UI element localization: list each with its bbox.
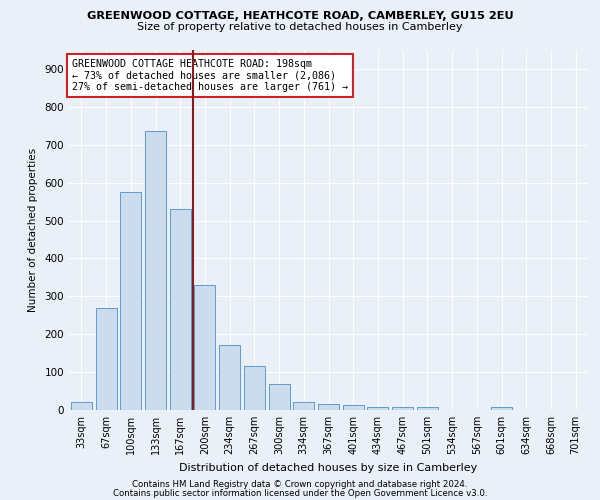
Text: Contains public sector information licensed under the Open Government Licence v3: Contains public sector information licen…: [113, 489, 487, 498]
Bar: [95, 308, 116, 410]
Bar: [367, 406, 388, 410]
Bar: [417, 407, 438, 410]
Bar: [318, 404, 339, 410]
Text: GREENWOOD COTTAGE, HEATHCOTE ROAD, CAMBERLEY, GU15 2EU: GREENWOOD COTTAGE, HEATHCOTE ROAD, CAMBE…: [86, 11, 514, 21]
Bar: [269, 384, 290, 410]
X-axis label: Distribution of detached houses by size in Camberley: Distribution of detached houses by size …: [179, 462, 478, 472]
Bar: [170, 209, 191, 410]
Bar: [71, 402, 92, 410]
Y-axis label: Number of detached properties: Number of detached properties: [28, 148, 38, 312]
Bar: [244, 366, 265, 410]
Bar: [120, 192, 141, 410]
Bar: [145, 132, 166, 410]
Bar: [392, 407, 413, 410]
Text: Contains HM Land Registry data © Crown copyright and database right 2024.: Contains HM Land Registry data © Crown c…: [132, 480, 468, 489]
Bar: [219, 345, 240, 410]
Bar: [293, 402, 314, 410]
Bar: [491, 407, 512, 410]
Text: GREENWOOD COTTAGE HEATHCOTE ROAD: 198sqm
← 73% of detached houses are smaller (2: GREENWOOD COTTAGE HEATHCOTE ROAD: 198sqm…: [71, 59, 347, 92]
Bar: [194, 285, 215, 410]
Bar: [343, 406, 364, 410]
Text: Size of property relative to detached houses in Camberley: Size of property relative to detached ho…: [137, 22, 463, 32]
